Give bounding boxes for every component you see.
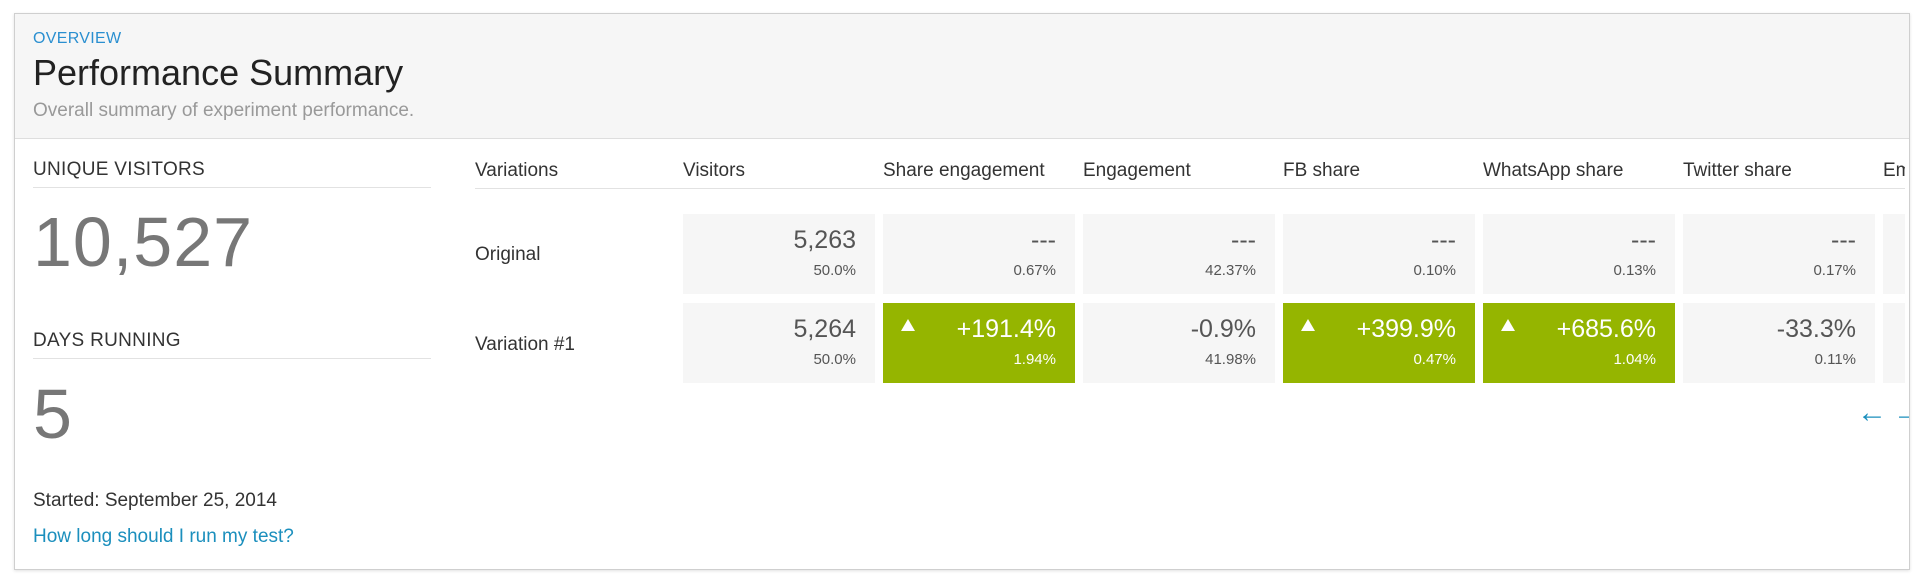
test-duration-help-link[interactable]: How long should I run my test? [33, 526, 294, 547]
cell-original-truncated [1883, 214, 1905, 294]
cell-variation-1-engagement: -0.9% 41.98% [1083, 303, 1275, 383]
row-label-original: Original [475, 244, 541, 265]
cell-main-value: +685.6% [1556, 315, 1656, 343]
cell-original-whatsapp-share: --- 0.13% [1483, 214, 1675, 294]
cell-original-engagement: --- 42.37% [1083, 214, 1275, 294]
cell-sub-value: 0.10% [1413, 262, 1456, 279]
cell-main-value: -0.9% [1190, 315, 1256, 343]
cell-main-value: --- [1431, 226, 1456, 254]
days-running-label: DAYS RUNNING [33, 330, 431, 359]
cell-variation-1-twitter-share: -33.3% 0.11% [1683, 303, 1875, 383]
unique-visitors-value: 10,527 [33, 203, 254, 281]
cell-variation-1-fb-share: +399.9% 0.47% [1283, 303, 1475, 383]
cell-main-value: -33.3% [1776, 315, 1856, 343]
cell-main-value: --- [1031, 226, 1056, 254]
cell-sub-value: 50.0% [813, 351, 856, 368]
cell-sub-value: 0.11% [1814, 351, 1856, 368]
improvement-up-triangle-icon [1501, 319, 1515, 331]
cell-sub-value: 0.67% [1013, 262, 1056, 279]
table-header-row: Variations Visitors Share engagement Eng… [475, 160, 1905, 189]
cell-main-value: 5,264 [793, 315, 856, 343]
column-header-visitors: Visitors [683, 160, 745, 181]
cell-sub-value: 50.0% [813, 262, 856, 279]
unique-visitors-label: UNIQUE VISITORS [33, 159, 431, 188]
started-date: Started: September 25, 2014 [33, 490, 277, 511]
scroll-left-arrow-icon[interactable]: ← [1857, 396, 1893, 429]
column-header-fb-share: FB share [1283, 160, 1361, 181]
improvement-up-triangle-icon [1301, 319, 1315, 331]
days-running-value: 5 [33, 375, 73, 453]
scroll-right-arrow-icon[interactable]: → [1893, 396, 1909, 429]
cell-variation-1-share-engagement: +191.4% 1.94% [883, 303, 1075, 383]
column-header-share-engagement: Share engagement [883, 160, 1045, 181]
column-header-twitter-share: Twitter share [1683, 160, 1792, 181]
cell-sub-value: 1.94% [1013, 351, 1056, 368]
cell-sub-value: 1.04% [1613, 351, 1656, 368]
cell-main-value: 5,263 [793, 226, 856, 254]
cell-original-fb-share: --- 0.10% [1283, 214, 1475, 294]
summary-header: OVERVIEW Performance Summary Overall sum… [15, 14, 1909, 139]
cell-variation-1-whatsapp-share: +685.6% 1.04% [1483, 303, 1675, 383]
page-title: Performance Summary [33, 52, 404, 93]
cell-original-visitors: 5,263 50.0% [683, 214, 875, 294]
table-scroll-controls: ←→ [1857, 396, 1909, 430]
column-header-variations: Variations [475, 160, 559, 181]
cell-main-value: +191.4% [956, 315, 1056, 343]
cell-sub-value: 0.17% [1813, 262, 1856, 279]
cell-original-share-engagement: --- 0.67% [883, 214, 1075, 294]
row-label-variation-1: Variation #1 [475, 334, 575, 355]
cell-original-twitter-share: --- 0.17% [1683, 214, 1875, 294]
cell-sub-value: 0.13% [1613, 262, 1656, 279]
improvement-up-triangle-icon [901, 319, 915, 331]
column-header-engagement: Engagement [1083, 160, 1191, 181]
cell-variation-1-truncated [1883, 303, 1905, 383]
cell-sub-value: 41.98% [1205, 351, 1256, 368]
variations-table: Variations Visitors Share engagement Eng… [475, 138, 1905, 398]
overview-eyebrow: OVERVIEW [33, 30, 122, 47]
cell-main-value: --- [1231, 226, 1256, 254]
column-header-whatsapp-share: WhatsApp share [1483, 160, 1624, 181]
performance-summary-card: OVERVIEW Performance Summary Overall sum… [14, 13, 1910, 570]
cell-main-value: +399.9% [1356, 315, 1456, 343]
cell-main-value: --- [1631, 226, 1656, 254]
cell-sub-value: 0.47% [1413, 351, 1456, 368]
cell-variation-1-visitors: 5,264 50.0% [683, 303, 875, 383]
cell-sub-value: 42.37% [1205, 262, 1256, 279]
page-subtitle: Overall summary of experiment performanc… [33, 100, 415, 121]
cell-main-value: --- [1831, 226, 1856, 254]
column-header-truncated: Em [1883, 160, 1905, 181]
